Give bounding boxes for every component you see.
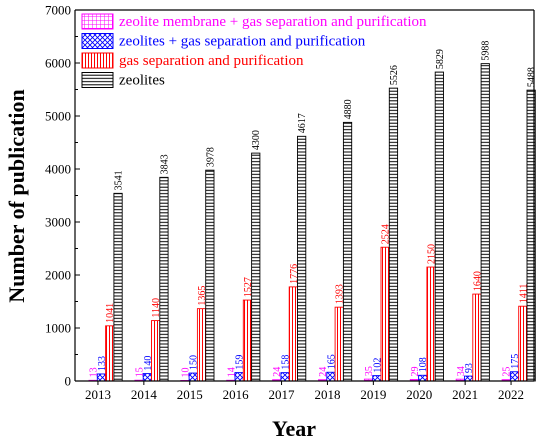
bar-4-2020 <box>434 71 444 382</box>
data-label-2-2018: 165 <box>326 354 337 369</box>
y-tick-label: 6000 <box>45 56 71 71</box>
x-tick-label: 2015 <box>177 387 203 402</box>
x-tick-label: 2014 <box>131 387 158 402</box>
data-label-1-2020: 29 <box>410 366 421 376</box>
legend-label-1: zeolite membrane + gas separation and pu… <box>119 14 427 30</box>
data-label-4-2018: 4880 <box>343 99 354 119</box>
axes-layer: 0 1000 2000 3000 4000 5000 6000 7000 2013 2014 201… <box>45 3 535 402</box>
data-label-2-2020: 108 <box>418 357 429 372</box>
data-label-2-2021: 93 <box>464 363 475 373</box>
x-tick-label: 2017 <box>269 387 296 402</box>
bar-4-2021 <box>480 63 490 382</box>
x-axis-title: Year <box>272 416 316 441</box>
y-tick-label: 4000 <box>45 162 71 177</box>
bar-4-2013 <box>113 192 123 382</box>
data-label-4-2020: 5829 <box>435 49 446 69</box>
data-label-3-2017: 1776 <box>289 264 300 284</box>
y-tick-label: 1000 <box>45 321 71 336</box>
data-label-3-2020: 2150 <box>427 244 438 264</box>
data-label-1-2022: 25 <box>502 367 513 377</box>
data-label-1-2017: 24 <box>272 367 283 377</box>
x-tick-label: 2022 <box>498 387 524 402</box>
bars-layer <box>88 63 536 382</box>
data-label-3-2014: 1140 <box>151 298 162 318</box>
data-label-1-2015: 10 <box>180 367 191 377</box>
data-label-4-2015: 3978 <box>205 147 216 167</box>
bar-4-2015 <box>205 169 215 382</box>
data-label-4-2017: 4617 <box>297 113 308 133</box>
data-label-1-2014: 15 <box>135 367 146 377</box>
y-axis-title: Number of publication <box>4 89 29 303</box>
data-label-2-2013: 133 <box>97 356 108 371</box>
bar-3-2014 <box>151 320 161 382</box>
data-label-1-2013: 13 <box>89 367 100 377</box>
data-label-1-2019: 35 <box>364 366 375 376</box>
data-label-1-2021: 34 <box>456 366 467 376</box>
bar-3-2013 <box>105 325 115 382</box>
legend-label-4: zeolites <box>119 73 165 89</box>
legend-swatch-2 <box>81 33 114 49</box>
data-label-4-2022: 5488 <box>527 67 538 87</box>
y-tick-label: 0 <box>65 374 72 389</box>
data-label-2-2014: 140 <box>143 356 154 371</box>
y-tick-label: 3000 <box>45 215 71 230</box>
data-label-2-2015: 150 <box>189 355 200 370</box>
data-label-1-2018: 24 <box>318 367 329 377</box>
legend: zeolite membrane + gas separation and pu… <box>81 13 427 89</box>
y-tick-label: 7000 <box>45 3 71 18</box>
data-label-2-2022: 175 <box>510 354 521 369</box>
bar-3-2022 <box>518 305 528 382</box>
data-label-2-2017: 158 <box>281 355 292 370</box>
x-tick-label: 2016 <box>223 387 250 402</box>
data-label-4-2021: 5988 <box>481 41 492 61</box>
data-label-4-2019: 5526 <box>389 65 400 85</box>
data-label-2-2019: 102 <box>372 358 383 373</box>
data-label-3-2013: 1041 <box>105 303 116 323</box>
data-label-3-2019: 2524 <box>381 224 392 244</box>
legend-swatch-4 <box>81 72 114 88</box>
x-tick-label: 2019 <box>360 387 386 402</box>
data-label-3-2015: 1365 <box>197 286 208 306</box>
legend-swatch-1 <box>81 13 114 30</box>
legend-swatch-3 <box>81 52 114 69</box>
legend-label-3: gas separation and purification <box>119 53 304 69</box>
data-label-4-2013: 3541 <box>114 170 125 190</box>
bar-4-2018 <box>342 121 353 382</box>
data-label-4-2014: 3843 <box>159 154 170 174</box>
bar-4-2017 <box>297 135 307 382</box>
x-tick-label: 2020 <box>406 387 432 402</box>
data-label-3-2016: 1527 <box>243 277 254 297</box>
data-label-4-2016: 4300 <box>251 130 262 150</box>
data-label-3-2021: 1640 <box>472 271 483 291</box>
y-tick-label: 5000 <box>45 109 71 124</box>
x-tick-label: 2021 <box>452 387 478 402</box>
y-tick-label: 2000 <box>45 268 71 283</box>
data-label-2-2016: 159 <box>235 355 246 370</box>
legend-label-2: zeolites + gas separation and purificati… <box>119 34 366 50</box>
data-label-3-2022: 1411 <box>518 284 529 304</box>
bar-4-2014 <box>159 176 169 382</box>
x-tick-label: 2013 <box>85 387 111 402</box>
x-tick-label: 2018 <box>314 387 340 402</box>
data-label-1-2016: 14 <box>226 367 237 377</box>
data-label-3-2018: 1393 <box>335 284 346 304</box>
bar-4-2016 <box>251 152 261 382</box>
